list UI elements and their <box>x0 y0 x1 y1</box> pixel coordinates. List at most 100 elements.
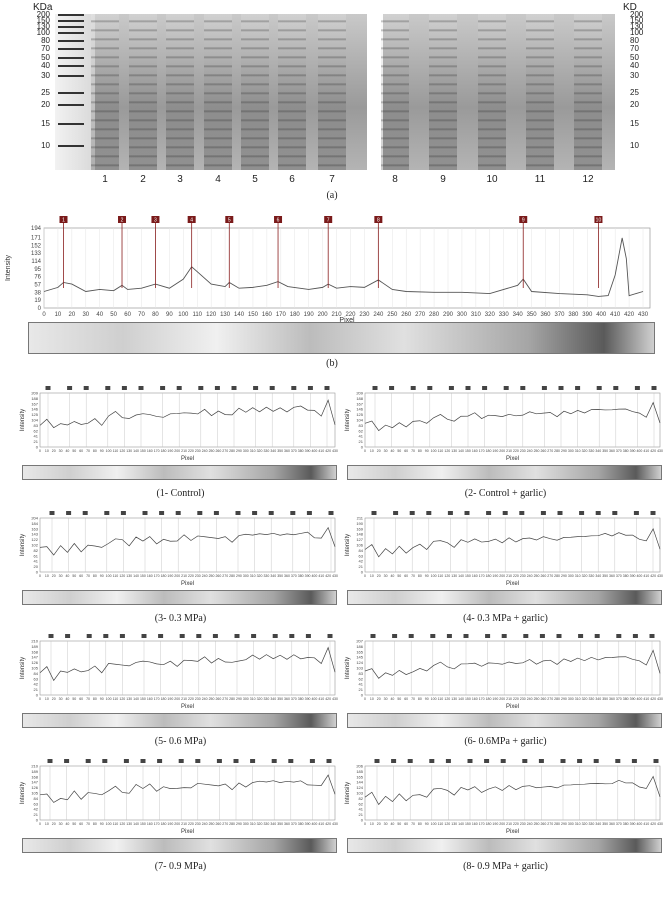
x-tick-label: 110 <box>438 574 444 578</box>
y-tick-label: 0 <box>361 693 364 698</box>
y-tick-label: 83 <box>359 671 364 676</box>
y-tick-label: 62 <box>359 801 364 806</box>
x-tick-label: 310 <box>250 697 256 701</box>
peak-marker <box>138 386 144 390</box>
gel-lane <box>278 14 306 170</box>
x-tick-label: 400 <box>636 574 642 578</box>
peak-marker <box>123 759 129 763</box>
ladder-band <box>58 145 84 147</box>
gel-lane <box>204 14 232 170</box>
x-tick-label: 200 <box>174 574 180 578</box>
x-tick-label: 160 <box>147 822 153 826</box>
x-tick-label: 420 <box>325 822 331 826</box>
y-tick-label: 21 <box>359 687 364 692</box>
subplot-lane-strip <box>347 713 662 728</box>
peak-marker-label: 9 <box>522 218 525 224</box>
x-tick-label: 150 <box>465 449 471 453</box>
ladder-right-label: 40 <box>630 61 639 70</box>
x-tick-label: 220 <box>188 697 194 701</box>
x-tick-label: 400 <box>596 312 607 318</box>
peak-marker <box>409 511 415 515</box>
y-tick-label: 114 <box>31 259 41 265</box>
x-tick-label: 390 <box>630 822 636 826</box>
peak-marker <box>121 386 127 390</box>
x-tick-label: 50 <box>72 574 76 578</box>
subplot-lane-strip <box>22 465 337 480</box>
peak-marker <box>407 759 413 763</box>
x-tick-label: 0 <box>39 697 41 701</box>
y-tick-label: 145 <box>356 655 363 660</box>
x-tick-label: 420 <box>650 697 656 701</box>
x-tick-label: 430 <box>332 697 338 701</box>
x-tick-label: 280 <box>229 697 235 701</box>
ladder-right-label: 15 <box>630 119 639 128</box>
x-tick-label: 240 <box>527 822 533 826</box>
peak-marker <box>179 634 185 638</box>
peak-marker <box>389 386 395 390</box>
x-tick-label: 260 <box>215 697 221 701</box>
x-tick-label: 240 <box>202 822 208 826</box>
x-tick-label: 280 <box>554 574 560 578</box>
peak-marker <box>59 216 68 223</box>
x-tick-label: 100 <box>106 697 112 701</box>
ladder-left-label: 80 <box>41 36 50 45</box>
x-tick-label: 390 <box>305 574 311 578</box>
x-tick-label: 410 <box>643 574 649 578</box>
y-tick-label: 57 <box>34 282 41 288</box>
y-tick-label: 127 <box>356 537 363 542</box>
peak-marker <box>594 634 600 638</box>
subplot-caption: (6- 0.6MPa + garlic) <box>464 736 547 747</box>
peak-marker <box>324 386 330 390</box>
y-axis-label: Intensity <box>20 409 26 431</box>
peak-marker <box>49 511 55 515</box>
x-tick-label: 40 <box>390 822 394 826</box>
peak-marker <box>523 634 529 638</box>
x-tick-label: 310 <box>250 449 256 453</box>
x-tick-label: 380 <box>298 697 304 701</box>
peak-marker <box>464 511 470 515</box>
y-axis-label: Intensity <box>20 534 26 556</box>
peak-marker <box>328 511 334 515</box>
x-tick-label: 90 <box>166 312 173 318</box>
peak-marker <box>216 759 222 763</box>
peak-marker <box>327 634 333 638</box>
x-tick-label: 310 <box>575 449 581 453</box>
x-tick-label: 70 <box>86 449 90 453</box>
x-tick-label: 90 <box>425 449 429 453</box>
peak-marker <box>176 386 182 390</box>
peak-marker <box>631 759 637 763</box>
x-tick-label: 270 <box>547 697 553 701</box>
peak-marker <box>288 759 294 763</box>
peak-marker <box>560 759 566 763</box>
y-tick-label: 165 <box>356 649 363 654</box>
peak-marker <box>651 386 657 390</box>
x-tick-label: 20 <box>377 697 381 701</box>
plot-area <box>364 640 661 696</box>
x-tick-label: 150 <box>140 822 146 826</box>
subplot-caption: (1- Control) <box>156 488 205 499</box>
gel-lane <box>318 14 346 170</box>
x-tick-label: 200 <box>318 312 329 318</box>
x-tick-label: 80 <box>418 822 422 826</box>
ladder-left-label: 30 <box>41 71 50 80</box>
x-tick-label: 120 <box>119 574 125 578</box>
peak-marker <box>65 634 71 638</box>
y-tick-label: 106 <box>356 543 363 548</box>
x-tick-label: 110 <box>438 449 444 453</box>
x-tick-label: 370 <box>616 822 622 826</box>
x-tick-label: 160 <box>472 574 478 578</box>
x-tick-label: 280 <box>429 312 440 318</box>
x-tick-label: 70 <box>138 312 145 318</box>
x-tick-label: 30 <box>82 312 89 318</box>
intensity-line <box>364 775 661 806</box>
x-tick-label: 170 <box>479 697 485 701</box>
y-tick-label: 189 <box>31 644 38 649</box>
peak-marker <box>445 759 451 763</box>
subplot: 207 186 165 145 124 103 83 62 41 21 0 Intensity 0 10 2… <box>343 633 663 753</box>
y-tick-label: 143 <box>31 532 38 537</box>
x-tick-label: 230 <box>195 697 201 701</box>
x-tick-label: 400 <box>636 697 642 701</box>
